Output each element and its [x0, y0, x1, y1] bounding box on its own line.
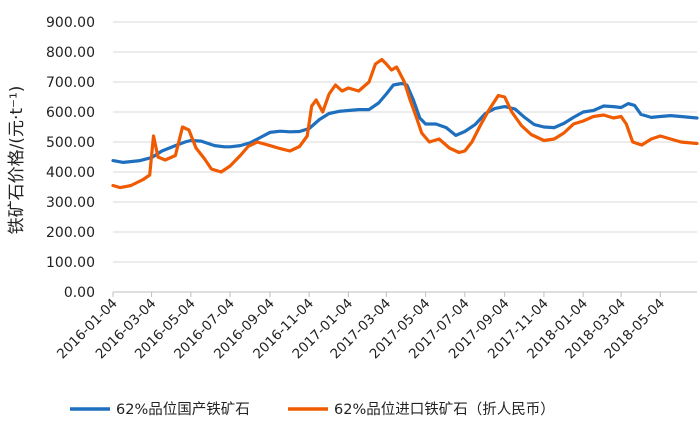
x-axis: 2016-01-042016-03-042016-05-042016-07-04… [54, 291, 697, 362]
series-line-1 [111, 57, 699, 190]
y-tick-label: 900.00 [46, 15, 95, 31]
legend: 62%品位国产铁矿石 62%品位进口铁矿石（折人民币） [70, 401, 555, 418]
legend-label-1: 62%品位进口铁矿石（折人民币） [334, 401, 555, 418]
y-tick-label: 200.00 [46, 225, 95, 241]
series-lines [111, 57, 699, 190]
y-tick-label: 700.00 [46, 75, 95, 91]
y-tick-label: 800.00 [46, 45, 95, 61]
y-axis-tick-labels: 0.00 100.00 200.00 300.00 400.00 500.00 600.00… [46, 15, 95, 301]
y-tick-label: 300.00 [46, 195, 95, 211]
legend-label-0: 62%品位国产铁矿石 [116, 401, 250, 418]
y-tick-label: 100.00 [46, 255, 95, 271]
series-line-0 [111, 81, 699, 164]
y-tick-label: 400.00 [46, 165, 95, 181]
y-tick-label: 600.00 [46, 105, 95, 121]
gridlines [113, 21, 697, 293]
y-tick-label: 0.00 [64, 285, 95, 301]
y-tick-label: 500.00 [46, 135, 95, 151]
y-axis-title: 铁矿石价格/(元·t⁻¹) [7, 86, 27, 235]
